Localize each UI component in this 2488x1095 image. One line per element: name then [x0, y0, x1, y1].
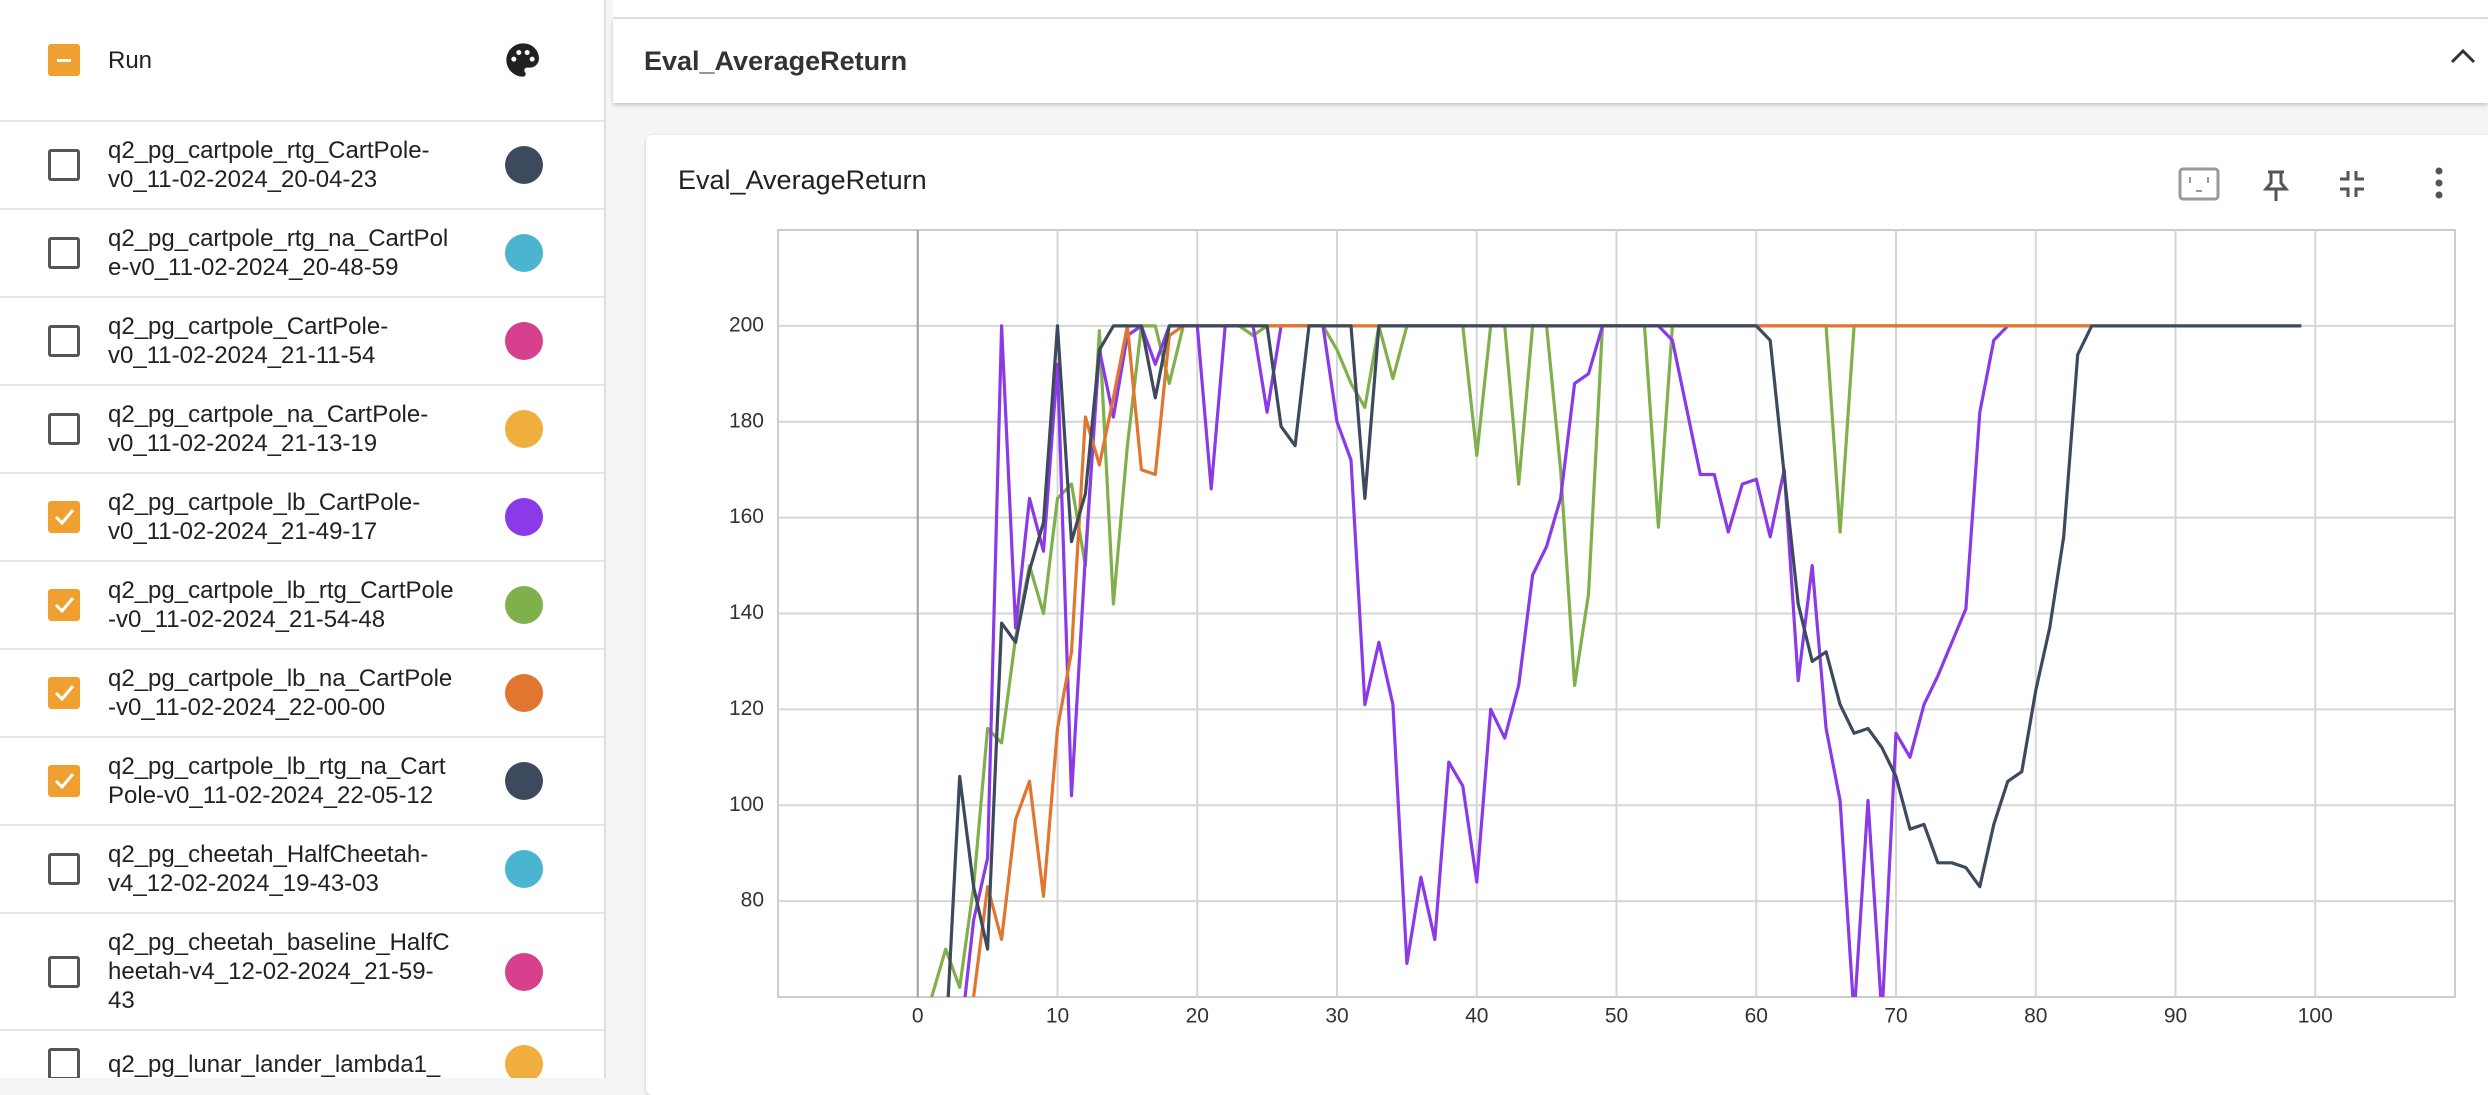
more-icon[interactable]	[2435, 167, 2443, 199]
run-header-label: Run	[108, 46, 153, 74]
run-header: Run	[0, 0, 604, 122]
run-name: q2_pg_cartpole_CartPole-v0_11-02-2024_21…	[108, 313, 389, 369]
x-tick-label: 30	[1325, 1005, 1348, 1028]
run-color[interactable]	[505, 762, 543, 800]
check-mark	[54, 509, 75, 526]
run-checkbox[interactable]	[48, 149, 80, 181]
section-title: Eval_AverageReturn	[644, 46, 908, 76]
run-name: q2_pg_cheetah_HalfCheetah-v4_12-02-2024_…	[108, 841, 429, 897]
run-name: q2_pg_cartpole_rtg_CartPole-v0_11-02-202…	[108, 137, 430, 193]
run-color[interactable]	[505, 850, 543, 888]
run-color[interactable]	[505, 410, 543, 448]
run-color[interactable]	[505, 498, 543, 536]
x-tick-label: 70	[1884, 1005, 1907, 1028]
x-tick-label: 10	[1046, 1005, 1069, 1028]
run-checkbox[interactable]	[48, 955, 80, 988]
run-name: q2_pg_cartpole_lb_CartPole-v0_11-02-2024…	[108, 489, 421, 545]
run-row: q2_pg_lunar_lander_lambda1_	[0, 1031, 604, 1078]
run-checkbox[interactable]	[48, 765, 80, 797]
run-checkbox[interactable]	[48, 325, 80, 357]
run-row: q2_pg_cartpole_rtg_CartPole-v0_11-02-202…	[0, 122, 604, 210]
palette-icon[interactable]	[503, 40, 543, 80]
run-row: q2_pg_cheetah_baseline_HalfCheetah-v4_12…	[0, 914, 604, 1031]
run-checkbox[interactable]	[48, 853, 80, 885]
y-tick-label: 140	[729, 601, 764, 624]
run-color[interactable]	[505, 234, 543, 272]
x-tick-label: 90	[2164, 1005, 2187, 1028]
y-tick-label: 120	[729, 697, 764, 720]
run-checkbox[interactable]	[48, 237, 80, 269]
run-name: q2_pg_cartpole_lb_rtg_na_CartPole-v0_11-…	[108, 753, 446, 809]
run-row: q2_pg_cartpole_na_CartPole-v0_11-02-2024…	[0, 386, 604, 474]
chart: Eval_AverageReturn 80 100 120 140 160 180 200 0…	[678, 165, 2456, 1028]
run-color[interactable]	[505, 146, 543, 184]
check-mark	[54, 685, 75, 702]
x-tick-label: 100	[2298, 1005, 2333, 1028]
run-row: q2_pg_cartpole_rtg_na_CartPole-v0_11-02-…	[0, 210, 604, 298]
run-checkbox[interactable]	[48, 501, 80, 533]
run-row: q2_pg_cartpole_CartPole-v0_11-02-2024_21…	[0, 298, 604, 386]
run-checkbox[interactable]	[48, 1048, 80, 1078]
run-name: q2_pg_lunar_lander_lambda1_	[108, 1050, 441, 1078]
run-name: q2_pg_cartpole_rtg_na_CartPole-v0_11-02-…	[108, 225, 449, 281]
select-all-checkbox[interactable]	[48, 44, 80, 76]
collapse-icon[interactable]	[2448, 47, 2478, 67]
pin-icon[interactable]	[2262, 170, 2290, 201]
x-tick-label: 50	[1605, 1005, 1628, 1028]
y-tick-label: 200	[729, 313, 764, 336]
run-sidebar: Run q2_pg_cartpole_rtg_CartPole-v0_11-02…	[0, 0, 606, 1078]
x-tick-label: 80	[2024, 1005, 2047, 1028]
chart-card: Eval_AverageReturn 80 100 120 140 160 180 200 0…	[646, 135, 2488, 1095]
x-tick-label: 0	[912, 1005, 924, 1028]
run-name: q2_pg_cartpole_lb_rtg_CartPole-v0_11-02-…	[108, 577, 454, 633]
y-tick-label: 160	[729, 505, 764, 528]
run-checkbox[interactable]	[48, 677, 80, 709]
check-mark	[54, 597, 75, 614]
y-tick-label: 180	[729, 409, 764, 432]
run-name: q2_pg_cartpole_lb_na_CartPole-v0_11-02-2…	[108, 665, 453, 721]
collapse-card-icon[interactable]	[2340, 171, 2364, 197]
run-list: q2_pg_cartpole_rtg_CartPole-v0_11-02-202…	[0, 122, 604, 1078]
run-row: q2_pg_cartpole_lb_na_CartPole-v0_11-02-2…	[0, 650, 604, 738]
run-color[interactable]	[505, 1045, 543, 1078]
y-tick-label: 80	[741, 889, 764, 912]
run-name: q2_pg_cheetah_baseline_HalfCheetah-v4_12…	[108, 929, 450, 1014]
top-bar	[613, 0, 2488, 19]
fit-icon[interactable]	[2178, 167, 2220, 201]
run-row: q2_pg_cartpole_lb_rtg_CartPole-v0_11-02-…	[0, 562, 604, 650]
x-tick-label: 20	[1186, 1005, 1209, 1028]
run-color[interactable]	[505, 952, 543, 991]
x-tick-label: 60	[1745, 1005, 1768, 1028]
run-name: q2_pg_cartpole_na_CartPole-v0_11-02-2024…	[108, 401, 429, 457]
run-row: q2_pg_cartpole_lb_rtg_na_CartPole-v0_11-…	[0, 738, 604, 826]
run-row: q2_pg_cartpole_lb_CartPole-v0_11-02-2024…	[0, 474, 604, 562]
run-checkbox[interactable]	[48, 589, 80, 621]
run-color[interactable]	[505, 322, 543, 360]
chart-title: Eval_AverageReturn	[678, 165, 927, 195]
run-color[interactable]	[505, 586, 543, 624]
x-tick-label: 40	[1465, 1005, 1488, 1028]
series-line	[971, 324, 2092, 997]
check-mark	[54, 773, 75, 790]
run-checkbox[interactable]	[48, 413, 80, 445]
section-header[interactable]: Eval_AverageReturn	[613, 19, 2488, 103]
run-color[interactable]	[505, 674, 543, 712]
run-row: q2_pg_cheetah_HalfCheetah-v4_12-02-2024_…	[0, 826, 604, 914]
y-tick-label: 100	[729, 793, 764, 816]
series-line	[946, 324, 2302, 997]
